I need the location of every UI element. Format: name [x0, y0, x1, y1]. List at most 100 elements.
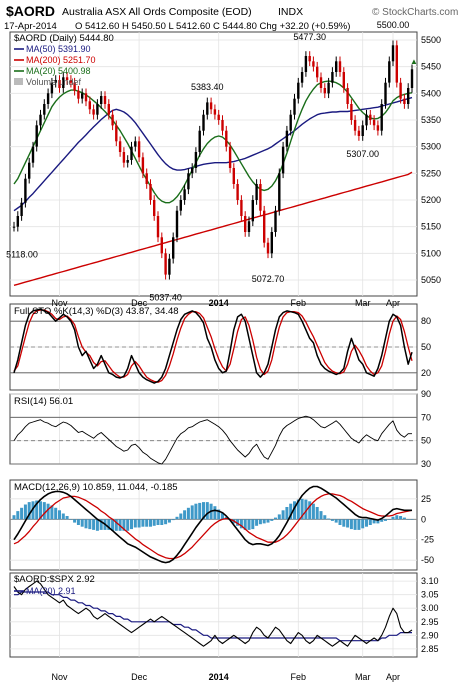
price-tick-label: 5200: [421, 195, 441, 205]
price-tick-label: 5450: [421, 62, 441, 72]
ma50-line: [13, 96, 413, 212]
macd-histogram-bar: [31, 501, 35, 520]
candle-body: [353, 120, 357, 131]
candle-body: [107, 104, 110, 115]
macd-histogram-bar: [95, 519, 99, 531]
candle-body: [172, 237, 175, 259]
stoch-tick-label: 20: [421, 368, 431, 378]
axis-labels: Nov Nov Dec Dec 2014 2014 Feb Feb Mar Mar Apr Apr 50…: [6, 20, 441, 682]
macd-histogram-bar: [315, 507, 319, 520]
macd-histogram-bar: [357, 519, 361, 530]
rsi-tick-label: 50: [421, 436, 431, 446]
candle-body: [407, 88, 410, 104]
macd-histogram-bar: [205, 502, 209, 520]
ratio-tick-label: 2.85: [421, 644, 439, 654]
macd-histogram-bar: [236, 519, 240, 526]
macd-histogram-bar: [152, 519, 156, 526]
candle-body: [316, 66, 319, 78]
candle-body: [43, 104, 46, 115]
candle-body: [225, 130, 228, 147]
macd-histogram-bar: [349, 519, 353, 530]
candle-body: [194, 152, 198, 168]
candle-body: [20, 202, 23, 216]
candle-body: [92, 109, 95, 115]
candle-body: [266, 242, 270, 254]
volume-swatch: [14, 78, 23, 85]
macd-histogram-bar: [88, 519, 92, 530]
candle-body: [372, 120, 376, 126]
price-tick-label: 5250: [421, 168, 441, 178]
macd-histogram-bar: [186, 507, 190, 520]
candle-body: [118, 141, 122, 152]
macd-histogram-bar: [368, 519, 372, 525]
candle-body: [73, 82, 76, 91]
macd-histogram-bar: [65, 516, 69, 520]
stoch-tick-label: 50: [421, 342, 431, 352]
rsi-tick-label: 70: [421, 412, 431, 422]
macd-histogram-bar: [300, 498, 304, 520]
ratio-tick-label: 3.05: [421, 590, 439, 600]
candle-body: [156, 216, 160, 238]
price-annotation: 5118.00: [6, 250, 38, 260]
macd-histogram-bar: [304, 499, 308, 520]
candle-body: [388, 61, 391, 83]
indicator-series: [12, 308, 414, 647]
macd-histogram-bar: [35, 500, 39, 520]
candle-body: [58, 80, 61, 88]
up-arrow-marker: ▲: [410, 57, 418, 66]
price-annotation: 5500.00: [377, 20, 410, 30]
price-annotation: 5477.30: [293, 32, 326, 42]
candle-body: [28, 162, 31, 179]
candle-body: [255, 184, 258, 200]
ma20-line: [13, 80, 413, 204]
macd-histogram-bar: [141, 519, 145, 527]
macd-histogram-bar: [145, 519, 149, 527]
candle-body: [31, 146, 35, 163]
candle-body: [278, 173, 281, 211]
macd-histogram-bar: [270, 519, 274, 521]
ma50-legend: MA(50) 5391.90: [26, 44, 91, 54]
price-annotation: 5072.70: [252, 274, 285, 284]
macd-histogram-bar: [16, 511, 20, 520]
macd-histogram-bar: [111, 519, 115, 531]
candle-body: [399, 82, 402, 99]
month-label-lower: Feb: [291, 672, 307, 682]
candle-body: [153, 200, 156, 216]
macd-histogram-bar: [376, 519, 380, 524]
rsi-title: RSI(14) 56.01: [14, 396, 73, 407]
ratio-tick-label: 2.90: [421, 630, 439, 640]
macd-histogram-bar: [179, 513, 183, 520]
candle-body: [384, 82, 387, 104]
candle-body: [338, 61, 342, 72]
macd-histogram-bar: [395, 515, 399, 520]
macd-tick-label: 25: [421, 494, 431, 504]
macd-histogram-bar: [46, 503, 50, 520]
ratio-line: [13, 580, 413, 647]
candle-body: [259, 184, 262, 211]
macd-histogram-bar: [76, 519, 80, 525]
month-label-lower: Mar: [355, 672, 371, 682]
macd-histogram-bar: [247, 519, 251, 530]
price-annotation: 5383.40: [191, 82, 224, 92]
macd-histogram-bar: [190, 505, 194, 520]
macd-histogram-bar: [183, 510, 187, 520]
macd-histogram-bar: [384, 519, 387, 521]
ratio-tick-label: 2.95: [421, 617, 439, 627]
candle-body: [221, 120, 224, 131]
macd-histogram-bar: [27, 502, 31, 520]
candle-body: [346, 88, 349, 104]
macd-histogram-bar: [255, 519, 259, 526]
candle-body: [149, 184, 152, 200]
macd-histogram-bar: [380, 519, 384, 522]
price-tick-label: 5500: [421, 35, 441, 45]
candle-body: [175, 210, 179, 238]
stockcharts-credit: © StockCharts.com: [372, 7, 458, 18]
macd-histogram-bar: [274, 517, 277, 520]
candle-body: [244, 216, 247, 232]
month-label-upper: Nov: [51, 298, 68, 308]
month-label-upper: Dec: [131, 298, 148, 308]
candle-body: [54, 80, 57, 83]
candle-body: [263, 210, 266, 243]
candle-body: [69, 80, 73, 83]
